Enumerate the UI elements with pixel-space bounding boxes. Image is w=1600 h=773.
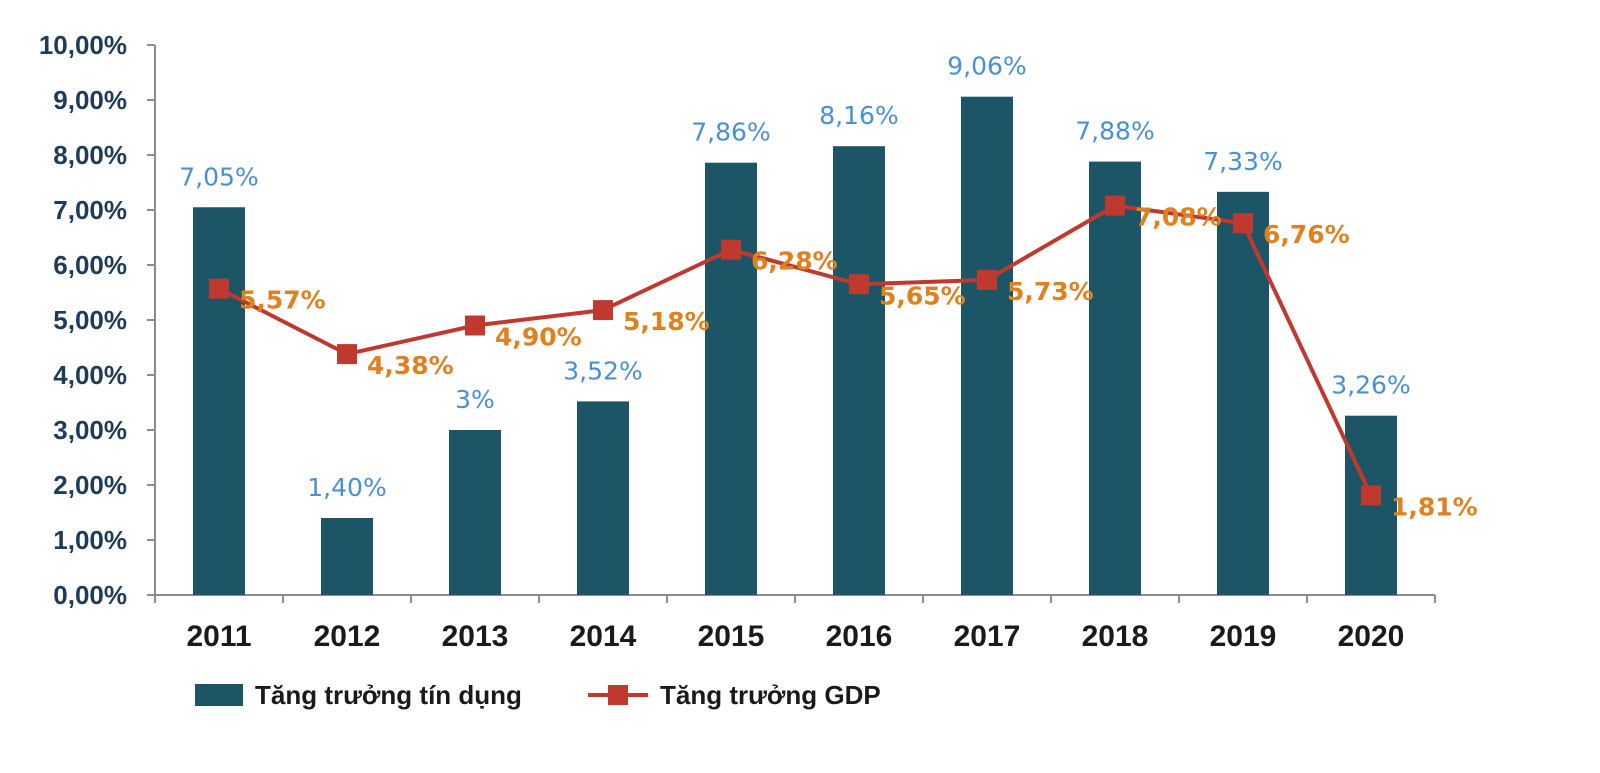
credit-growth-bars <box>193 96 1397 595</box>
gdp-point-marker <box>849 274 869 295</box>
x-tick-label: 2011 <box>186 620 251 653</box>
gdp-point-marker <box>209 278 229 299</box>
y-tick-label: 1,00% <box>53 525 127 555</box>
bar-data-label: 7,05% <box>179 162 258 191</box>
data-labels: 7,05% 1,40% 3% 3,52% 7,86% 8,16% 9,06% 7,88% 7,3… <box>179 52 1477 522</box>
bar-credit-growth <box>449 430 501 595</box>
gdp-data-label: 6,76% <box>1263 220 1350 249</box>
gdp-data-label: 5,65% <box>879 281 966 310</box>
gdp-point-marker <box>1105 195 1125 216</box>
gdp-data-label: 7,08% <box>1135 203 1222 232</box>
gdp-data-label: 4,90% <box>495 323 582 352</box>
x-tick-label: 2018 <box>1082 620 1149 653</box>
bar-data-label: 9,06% <box>947 52 1026 81</box>
legend-label-credit: Tăng trưởng tín dụng <box>255 680 522 710</box>
gdp-data-label: 4,38% <box>367 351 454 380</box>
bar-data-label: 3,26% <box>1331 371 1410 400</box>
x-tick-label: 2012 <box>314 620 381 653</box>
bar-data-label: 1,40% <box>307 473 386 502</box>
gdp-data-label: 5,73% <box>1007 277 1094 306</box>
bar-data-label: 3,52% <box>563 356 642 385</box>
bar-credit-growth <box>833 146 885 595</box>
bar-data-label: 3% <box>455 385 495 414</box>
bar-credit-growth <box>1089 161 1141 595</box>
legend-marker-gdp <box>608 685 628 705</box>
bar-data-label: 7,88% <box>1075 117 1154 146</box>
bar-credit-growth <box>1217 191 1269 595</box>
gdp-data-label: 6,28% <box>751 247 838 276</box>
y-tick-label: 4,00% <box>53 360 127 390</box>
gdp-data-label: 1,81% <box>1391 492 1478 521</box>
bar-data-label: 7,33% <box>1203 147 1282 176</box>
y-tick-label: 8,00% <box>53 140 127 170</box>
gdp-point-marker <box>1361 485 1381 506</box>
y-tick-label: 6,00% <box>53 250 127 280</box>
y-tick-label: 0,00% <box>53 580 127 610</box>
gdp-growth-line <box>209 195 1381 506</box>
y-tick-label: 2,00% <box>53 470 127 500</box>
gdp-point-marker <box>977 269 997 290</box>
gdp-point-marker <box>1233 213 1253 234</box>
bar-data-label: 8,16% <box>819 101 898 130</box>
y-tick-label: 7,00% <box>53 195 127 225</box>
bar-credit-growth <box>705 162 757 595</box>
x-tick-label: 2016 <box>826 620 893 653</box>
bar-credit-growth <box>961 96 1013 595</box>
bar-credit-growth <box>321 518 373 595</box>
gdp-data-label: 5,57% <box>239 286 326 315</box>
legend: Tăng trưởng tín dụng Tăng trưởng GDP <box>195 680 881 710</box>
x-tick-label: 2014 <box>570 620 637 653</box>
y-tick-label: 10,00% <box>39 30 127 60</box>
gdp-point-marker <box>337 344 357 365</box>
x-tick-label: 2015 <box>698 620 765 653</box>
x-tick-label: 2017 <box>954 620 1021 653</box>
gdp-line-path <box>218 203 1373 497</box>
legend-label-gdp: Tăng trưởng GDP <box>660 680 881 710</box>
bar-credit-growth <box>577 401 629 595</box>
legend-swatch-credit <box>195 684 243 706</box>
bar-credit-growth <box>193 207 245 595</box>
gdp-data-label: 5,18% <box>623 307 710 336</box>
bar-data-label: 7,86% <box>691 118 770 147</box>
gdp-point-marker <box>465 315 485 336</box>
gdp-point-marker <box>721 239 741 260</box>
x-tick-label: 2020 <box>1338 620 1405 653</box>
x-tick-label: 2019 <box>1210 620 1277 653</box>
y-tick-label: 5,00% <box>53 305 127 335</box>
y-tick-label: 9,00% <box>53 85 127 115</box>
x-tick-label: 2013 <box>442 620 509 653</box>
chart-axes: 0,00% 1,00% 2,00% 3,00% 4,00% 5,00% 6,00% 7,00%… <box>39 30 1436 653</box>
y-tick-label: 3,00% <box>53 415 127 445</box>
gdp-point-marker <box>593 300 613 321</box>
